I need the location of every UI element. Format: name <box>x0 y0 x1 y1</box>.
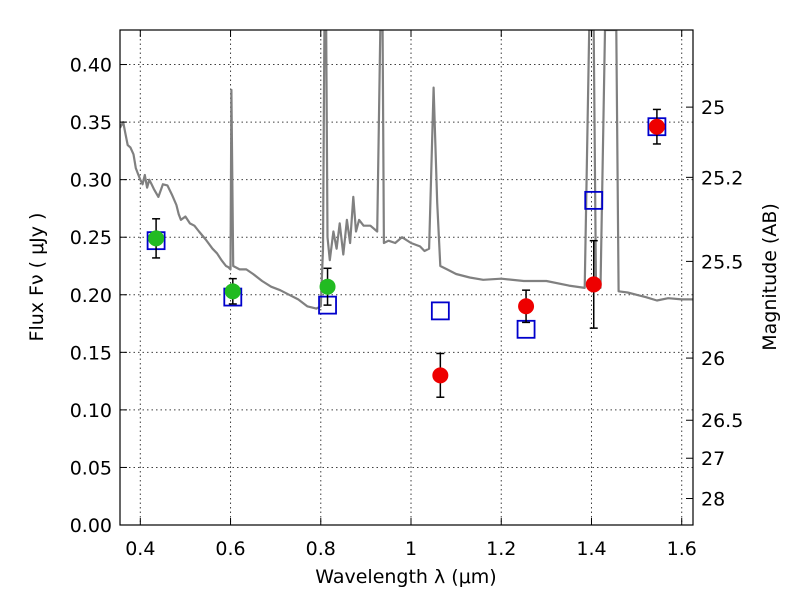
x-tick-label: 1 <box>405 538 417 560</box>
y-tick-label: 0.30 <box>70 170 112 192</box>
y-tick-label: 0.35 <box>70 112 112 134</box>
x-tick-label: 1.6 <box>667 538 697 560</box>
right-tick-label: 27 <box>701 448 725 470</box>
ticks: 0.4 0.6 0.8 1 1.2 1.4 1.6 0.00 0.05 0.10 0.15 0.20 0… <box>70 30 743 560</box>
x-tick-label: 0.6 <box>215 538 245 560</box>
y-tick-label: 0.15 <box>70 342 112 364</box>
green-data-point <box>148 230 165 247</box>
y-axis-label: Flux Fν ( μJy ) <box>26 213 48 342</box>
x-tick-label: 1.4 <box>576 538 606 560</box>
right-tick-label: 25 <box>701 97 725 119</box>
right-tick-label: 25.2 <box>701 167 743 189</box>
model-square-marker <box>430 301 450 321</box>
right-axis-label: Magnitude (AB) <box>759 203 781 351</box>
y-tick-label: 0.20 <box>70 285 112 307</box>
right-tick-label: 25.5 <box>701 251 743 273</box>
y-tick-label: 0.25 <box>70 227 112 249</box>
red-data-point <box>648 118 665 135</box>
red-data-point <box>585 276 602 293</box>
right-tick-label: 28 <box>701 489 725 511</box>
spectrum-layer <box>120 30 693 310</box>
plot-frame <box>119 29 694 526</box>
marker-layer <box>146 108 667 398</box>
green-data-point <box>319 278 336 295</box>
spectrum-line <box>120 30 693 310</box>
y-tick-label: 0.10 <box>70 400 112 422</box>
x-tick-label: 0.8 <box>306 538 336 560</box>
y-tick-label: 0.40 <box>70 55 112 77</box>
green-data-point <box>224 283 241 300</box>
x-tick-label: 0.4 <box>125 538 155 560</box>
right-tick-label: 26 <box>701 348 725 370</box>
y-tick-label: 0.00 <box>70 515 112 537</box>
red-data-point <box>432 367 449 384</box>
plot-background <box>120 30 693 525</box>
x-tick-label: 1.2 <box>486 538 516 560</box>
model-square-marker <box>584 190 604 210</box>
x-axis-label: Wavelength λ (μm) <box>315 566 496 588</box>
right-tick-label: 26.5 <box>701 410 743 432</box>
y-tick-label: 0.05 <box>70 457 112 479</box>
red-data-point <box>518 298 535 315</box>
